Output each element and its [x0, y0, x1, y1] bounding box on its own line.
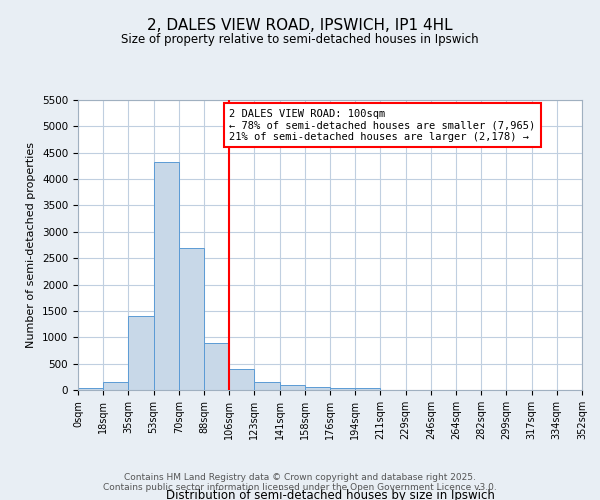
Bar	[128, 316, 154, 390]
X-axis label: Distribution of semi-detached houses by size in Ipswich: Distribution of semi-detached houses by …	[166, 489, 494, 500]
Bar	[229, 370, 254, 390]
Text: 2, DALES VIEW ROAD, IPSWICH, IP1 4HL: 2, DALES VIEW ROAD, IPSWICH, IP1 4HL	[147, 18, 453, 32]
Bar	[78, 388, 103, 390]
Bar	[103, 382, 128, 390]
Bar	[204, 343, 229, 390]
Y-axis label: Number of semi-detached properties: Number of semi-detached properties	[26, 142, 37, 348]
Bar	[179, 248, 204, 390]
Bar	[254, 382, 280, 390]
Bar	[154, 162, 179, 390]
Bar	[280, 384, 305, 390]
Bar	[330, 388, 355, 390]
Bar	[305, 386, 330, 390]
Text: 2 DALES VIEW ROAD: 100sqm
← 78% of semi-detached houses are smaller (7,965)
21% : 2 DALES VIEW ROAD: 100sqm ← 78% of semi-…	[229, 108, 535, 142]
Bar	[355, 388, 380, 390]
Text: Contains HM Land Registry data © Crown copyright and database right 2025.
Contai: Contains HM Land Registry data © Crown c…	[103, 473, 497, 492]
Text: Size of property relative to semi-detached houses in Ipswich: Size of property relative to semi-detach…	[121, 32, 479, 46]
